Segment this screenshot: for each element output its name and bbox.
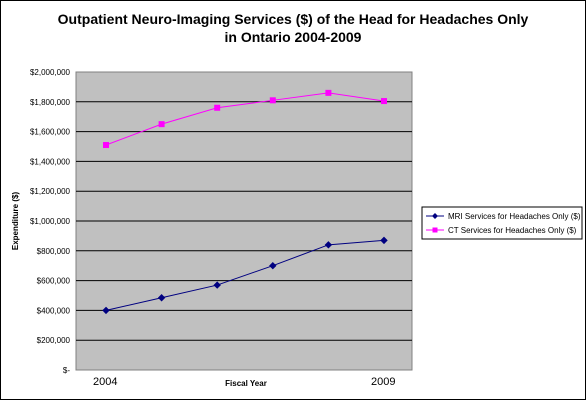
legend-marker-0 — [432, 213, 438, 219]
y-tick-label: $1,600,000 — [30, 128, 71, 137]
y-tick-label: $- — [63, 366, 70, 375]
y-tick-label: $200,000 — [37, 336, 71, 345]
y-tick-label: $800,000 — [37, 247, 71, 256]
x-tick-label: 2009 — [371, 376, 395, 388]
y-tick-label: $1,400,000 — [30, 157, 71, 166]
data-point — [325, 89, 332, 96]
data-point — [269, 261, 277, 270]
legend: MRI Services for Headaches Only ($) CT Se… — [421, 206, 583, 240]
data-point — [157, 294, 166, 302]
y-axis-title: Expenditure ($) — [11, 192, 20, 251]
legend-box — [421, 206, 583, 240]
legend-label-0: MRI Services for Headaches Only ($) — [448, 212, 581, 221]
data-point — [214, 104, 221, 111]
gridlines — [76, 101, 412, 341]
x-axis-title: Fiscal Year — [225, 379, 267, 388]
data-point — [269, 97, 276, 104]
x-axis-tick-labels: 2004 2009 — [93, 376, 395, 388]
chart-title-line-2: in Ontario 2004-2009 — [225, 29, 362, 45]
y-tick-label: $1,000,000 — [30, 217, 71, 226]
data-point — [381, 98, 387, 105]
y-tick-label: $400,000 — [37, 306, 71, 315]
data-point — [158, 121, 165, 128]
data-point — [324, 241, 333, 249]
x-tick-label: 2004 — [93, 376, 117, 388]
legend-label-1: CT Services for Headaches Only ($) — [448, 226, 577, 235]
data-point — [380, 236, 388, 245]
legend-marker-1 — [432, 227, 438, 233]
y-axis-tick-labels: $- $200,000 $400,000 $600,000 $800,000 $1,000… — [30, 68, 71, 375]
y-tick-label: $1,800,000 — [30, 98, 71, 107]
chart-title: Outpatient Neuro-Imaging Services ($) of… — [58, 11, 529, 45]
series-line-0 — [105, 239, 385, 311]
data-point — [213, 281, 221, 289]
y-tick-label: $1,200,000 — [30, 187, 71, 196]
y-tick-label: $600,000 — [37, 277, 71, 286]
data-point — [103, 142, 109, 149]
y-tick-label: $2,000,000 — [30, 68, 71, 77]
series-layer — [102, 89, 388, 315]
data-point — [102, 306, 110, 315]
series-line-1 — [105, 92, 385, 146]
chart-title-line-1: Outpatient Neuro-Imaging Services ($) of… — [58, 11, 529, 27]
